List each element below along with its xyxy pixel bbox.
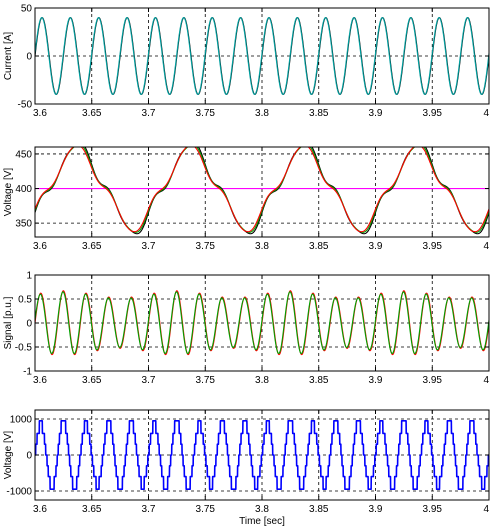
panel-2: 3.6 3.65 3.7 3.75 3.8 3.85 3.9 3.95 4 350 400 450Vo… bbox=[3, 146, 490, 252]
x-axis-label: Time [sec] bbox=[239, 516, 285, 527]
x-tick-label: 4 bbox=[483, 108, 489, 119]
x-tick-label: 3.65 bbox=[82, 375, 102, 386]
x-tick-label: 3.6 bbox=[33, 108, 47, 119]
y-tick-label: 0.5 bbox=[18, 295, 32, 306]
x-tick-label: 3.7 bbox=[142, 375, 156, 386]
y-tick-label: 450 bbox=[15, 149, 32, 160]
x-tick-label: 3.75 bbox=[196, 504, 216, 515]
y-tick-label: 0 bbox=[26, 451, 32, 462]
x-tick-label: 3.85 bbox=[309, 241, 329, 252]
x-tick-label: 3.7 bbox=[142, 108, 156, 119]
x-tick-label: 3.9 bbox=[369, 241, 383, 252]
y-tick-label: 0 bbox=[26, 52, 32, 63]
x-tick-label: 3.8 bbox=[255, 504, 269, 515]
panel-4: 3.6 3.65 3.7 3.75 3.8 3.85 3.9 3.95 4 -1000 0 1000 V… bbox=[3, 409, 490, 527]
y-axis-label: Voltage [V] bbox=[3, 431, 14, 480]
y-tick-label: 1000 bbox=[10, 415, 33, 426]
x-tick-label: 3.8 bbox=[255, 375, 269, 386]
x-tick-label: 3.85 bbox=[309, 504, 329, 515]
x-tick-label: 3.6 bbox=[33, 375, 47, 386]
x-tick-label: 3.7 bbox=[142, 241, 156, 252]
x-tick-label: 3.75 bbox=[196, 241, 216, 252]
panel-3: 3.6 3.65 3.7 3.75 3.8 3.85 3.9 3.95 4 -1 -0.5 0 0.5 1… bbox=[3, 271, 490, 386]
x-tick-label: 3.95 bbox=[423, 375, 443, 386]
y-tick-label: 400 bbox=[15, 184, 32, 195]
y-tick-label: -1 bbox=[23, 367, 32, 378]
x-tick-label: 3.8 bbox=[255, 241, 269, 252]
y-axis-label: Current [A] bbox=[3, 32, 14, 81]
series-line-2 bbox=[35, 291, 489, 355]
x-tick-label: 3.75 bbox=[196, 375, 216, 386]
series-line-2 bbox=[35, 17, 489, 95]
x-tick-label: 3.8 bbox=[255, 108, 269, 119]
y-tick-label: -50 bbox=[18, 100, 33, 111]
x-tick-label: 3.6 bbox=[33, 504, 47, 515]
panel-1: 3.6 3.65 3.7 3.75 3.8 3.85 3.9 3.95 4 -50 0 50 Curre… bbox=[3, 4, 490, 119]
y-tick-label: 350 bbox=[15, 219, 32, 230]
x-tick-label: 3.65 bbox=[82, 241, 102, 252]
x-tick-label: 3.9 bbox=[369, 375, 383, 386]
y-tick-label: 0 bbox=[26, 319, 32, 330]
x-tick-label: 3.85 bbox=[309, 108, 329, 119]
x-tick-label: 3.65 bbox=[82, 108, 102, 119]
x-tick-label: 3.9 bbox=[369, 108, 383, 119]
x-tick-label: 3.75 bbox=[196, 108, 216, 119]
x-tick-label: 3.65 bbox=[82, 504, 102, 515]
y-tick-label: 1 bbox=[26, 271, 32, 282]
y-axis-label: Signal [p.u.] bbox=[3, 296, 14, 349]
y-tick-label: -1000 bbox=[6, 487, 32, 498]
y-tick-label: -0.5 bbox=[15, 343, 33, 354]
x-tick-label: 3.95 bbox=[423, 241, 443, 252]
x-tick-label: 3.7 bbox=[142, 504, 156, 515]
x-tick-label: 4 bbox=[483, 241, 489, 252]
x-tick-label: 3.95 bbox=[423, 504, 443, 515]
x-tick-label: 3.9 bbox=[369, 504, 383, 515]
y-axis-label: Voltage [V] bbox=[3, 168, 14, 217]
y-tick-label: 50 bbox=[21, 4, 33, 15]
x-tick-label: 4 bbox=[483, 504, 489, 515]
x-tick-label: 3.95 bbox=[423, 108, 443, 119]
x-tick-label: 3.85 bbox=[309, 375, 329, 386]
x-tick-label: 3.6 bbox=[33, 241, 47, 252]
series-line-1 bbox=[35, 420, 489, 490]
x-tick-label: 4 bbox=[483, 375, 489, 386]
